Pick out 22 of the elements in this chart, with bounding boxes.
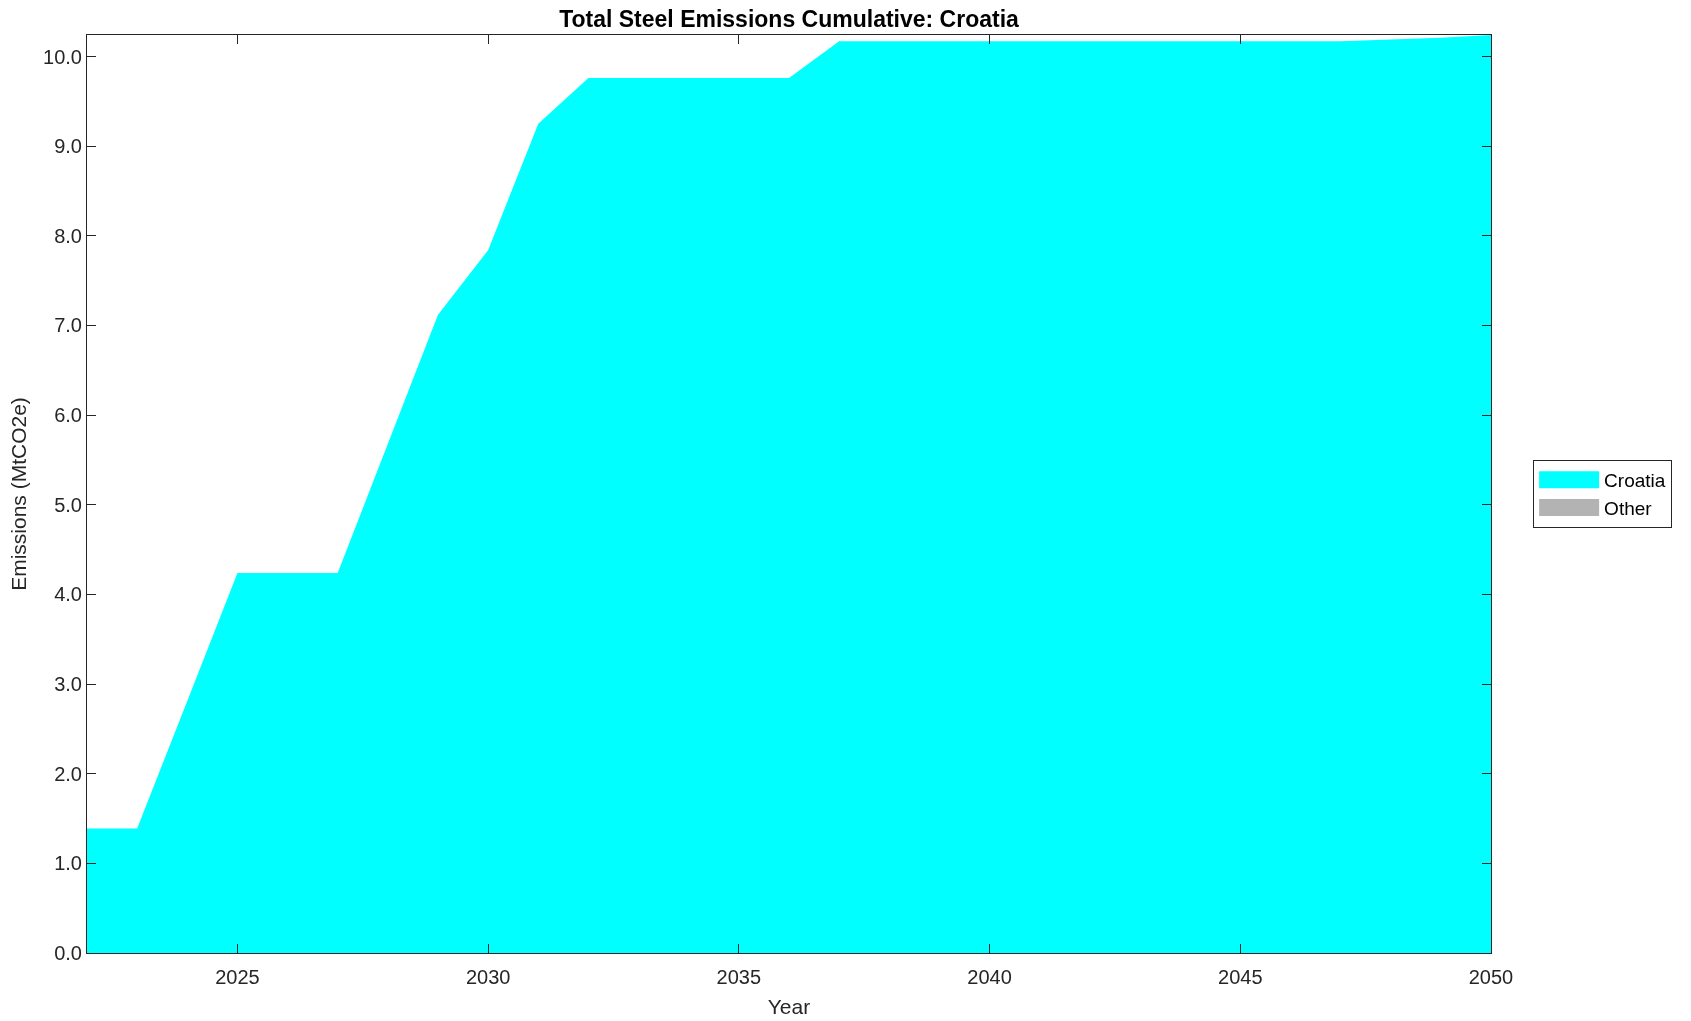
- x-tick-label: 2050: [1468, 966, 1514, 988]
- y-tick-label: 10.0: [43, 45, 82, 68]
- y-tick-label: 7.0: [54, 314, 82, 337]
- legend-label: Croatia: [1604, 470, 1666, 492]
- y-tick-label: 6.0: [54, 404, 82, 427]
- y-axis-title: Emissions (MtCO2e): [7, 397, 31, 591]
- y-tick-label: 1.0: [54, 852, 82, 875]
- y-tick-label: 9.0: [54, 135, 82, 158]
- y-tick-label: 0.0: [54, 942, 82, 964]
- y-tick-label: 3.0: [54, 673, 82, 696]
- chart-title: Total Steel Emissions Cumulative: Croatia: [559, 6, 1020, 33]
- y-tick-label: 5.0: [54, 493, 82, 516]
- x-axis-title: Year: [767, 995, 811, 1019]
- y-tick-label: 4.0: [54, 583, 82, 606]
- x-tick-label: 2030: [465, 966, 511, 988]
- x-tick-label: 2025: [215, 966, 260, 988]
- y-tick-label: 8.0: [54, 224, 82, 247]
- x-tick-label: 2035: [716, 966, 762, 988]
- legend-label: Other: [1604, 497, 1653, 519]
- x-tick-label: 2040: [967, 966, 1012, 988]
- y-tick-label: 2.0: [54, 762, 82, 785]
- x-tick-label: 2045: [1218, 966, 1263, 988]
